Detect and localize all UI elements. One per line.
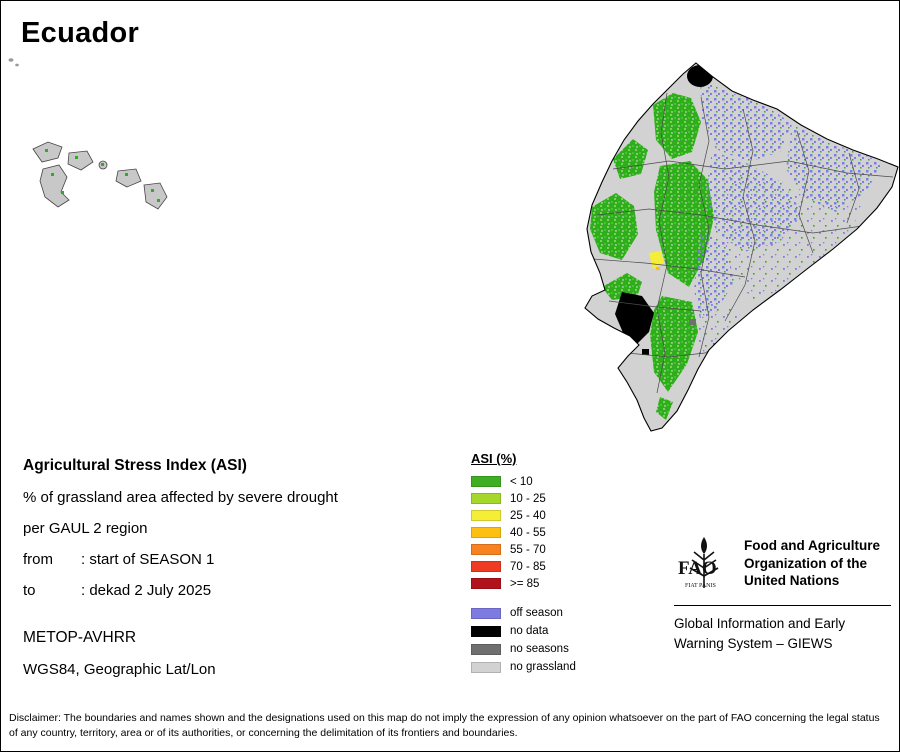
gaul2-boundaries [592, 92, 894, 394]
from-label: from [23, 551, 53, 568]
projection-info: WGS84, Geographic Lat/Lon [23, 661, 216, 678]
legend-item: no seasons [471, 640, 576, 658]
legend-label: 55 - 70 [510, 543, 546, 556]
legend-swatch [471, 527, 501, 538]
disclaimer-text: Disclaimer: The boundaries and names sho… [9, 712, 880, 739]
giews-program-name: Global Information and Early Warning Sys… [674, 616, 846, 652]
legend-item: 25 - 40 [471, 507, 576, 524]
off-season-regions [694, 79, 882, 319]
legend-item: no data [471, 622, 576, 640]
legend-swatch [471, 510, 501, 521]
to-label: to [23, 582, 36, 599]
legend-swatch [471, 476, 501, 487]
legend-swatch [471, 578, 501, 589]
legend-swatch [471, 561, 501, 572]
legend-label: 10 - 25 [510, 492, 546, 505]
legend-gap [471, 592, 576, 604]
wheat-grain [701, 537, 707, 554]
legend: ASI (%) < 10 10 - 25 25 - 40 40 - 55 55 … [471, 451, 576, 676]
fao-logo-motto: FIAT PANIS [685, 583, 716, 589]
fao-logo-text: FAO [678, 558, 717, 579]
to-value: : dekad 2 July 2025 [81, 582, 212, 599]
legend-item: >= 85 [471, 575, 576, 592]
legend-swatch [471, 625, 501, 637]
fao-org-name: Food and Agriculture Organization of the… [744, 538, 880, 589]
legend-label: no grassland [510, 661, 576, 673]
legend-label: no data [510, 625, 549, 637]
subtitle-line-1: % of grassland area affected by severe d… [23, 489, 338, 506]
asi-heading: Agricultural Stress Index (ASI) [23, 457, 247, 474]
page-title: Ecuador [21, 17, 140, 49]
legend-label: off season [510, 607, 563, 619]
galapagos-islands [8, 58, 168, 210]
legend-label: >= 85 [510, 577, 540, 590]
legend-swatch [471, 544, 501, 555]
legend-item: no grassland [471, 658, 576, 676]
legend-swatch [471, 643, 501, 655]
fao-branding: FAO FIAT PANIS Food and Agriculture Orga… [674, 534, 891, 655]
description-block: Agricultural Stress Index (ASI) % of gra… [23, 457, 338, 678]
legend-swatch [471, 493, 501, 504]
fao-logo-icon: FAO FIAT PANIS [678, 537, 719, 589]
legend-item: 10 - 25 [471, 490, 576, 507]
branding-divider [674, 605, 891, 606]
legend-item: 55 - 70 [471, 541, 576, 558]
legend-label: 70 - 85 [510, 560, 546, 573]
legend-label: 40 - 55 [510, 526, 546, 539]
subtitle-line-2: per GAUL 2 region [23, 520, 148, 537]
legend-label: 25 - 40 [510, 509, 546, 522]
fao-logo-row: FAO FIAT PANIS Food and Agriculture Orga… [674, 534, 891, 592]
legend-swatch [471, 607, 501, 619]
legend-item: 70 - 85 [471, 558, 576, 575]
from-value: : start of SEASON 1 [81, 551, 215, 568]
legend-title: ASI (%) [471, 451, 517, 466]
legend-item: off season [471, 604, 576, 622]
legend-item: < 10 [471, 473, 576, 490]
country-outline [584, 62, 899, 432]
sensor-name: METOP-AVHRR [23, 629, 137, 646]
ecuador-mainland [584, 62, 899, 432]
period-from-row: from : start of SEASON 1 [23, 551, 338, 568]
legend-label: < 10 [510, 475, 533, 488]
legend-label: no seasons [510, 643, 569, 655]
period-to-row: to : dekad 2 July 2025 [23, 582, 338, 599]
legend-swatch [471, 661, 501, 673]
legend-item: 40 - 55 [471, 524, 576, 541]
galapagos-asi-speckles [45, 149, 160, 202]
